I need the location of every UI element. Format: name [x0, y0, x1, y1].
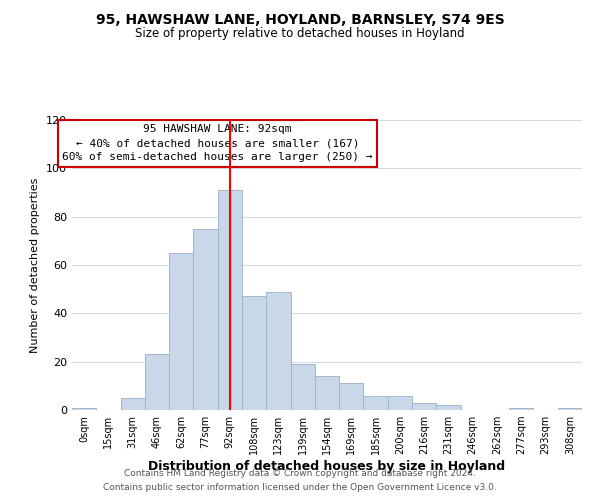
Bar	[315, 376, 339, 410]
Bar	[558, 408, 582, 410]
Bar	[412, 403, 436, 410]
Bar	[169, 253, 193, 410]
Text: 95, HAWSHAW LANE, HOYLAND, BARNSLEY, S74 9ES: 95, HAWSHAW LANE, HOYLAND, BARNSLEY, S74…	[95, 12, 505, 26]
Bar	[145, 354, 169, 410]
Bar	[266, 292, 290, 410]
Bar	[218, 190, 242, 410]
Bar	[436, 405, 461, 410]
Text: Contains public sector information licensed under the Open Government Licence v3: Contains public sector information licen…	[103, 484, 497, 492]
Bar	[388, 396, 412, 410]
Bar	[339, 384, 364, 410]
Text: Size of property relative to detached houses in Hoyland: Size of property relative to detached ho…	[135, 28, 465, 40]
Bar	[290, 364, 315, 410]
Bar	[72, 408, 96, 410]
Bar	[121, 398, 145, 410]
X-axis label: Distribution of detached houses by size in Hoyland: Distribution of detached houses by size …	[148, 460, 506, 473]
Text: Contains HM Land Registry data © Crown copyright and database right 2024.: Contains HM Land Registry data © Crown c…	[124, 468, 476, 477]
Bar	[242, 296, 266, 410]
Text: 95 HAWSHAW LANE: 92sqm
← 40% of detached houses are smaller (167)
60% of semi-de: 95 HAWSHAW LANE: 92sqm ← 40% of detached…	[62, 124, 373, 162]
Bar	[364, 396, 388, 410]
Y-axis label: Number of detached properties: Number of detached properties	[31, 178, 40, 352]
Bar	[193, 229, 218, 410]
Bar	[509, 408, 533, 410]
